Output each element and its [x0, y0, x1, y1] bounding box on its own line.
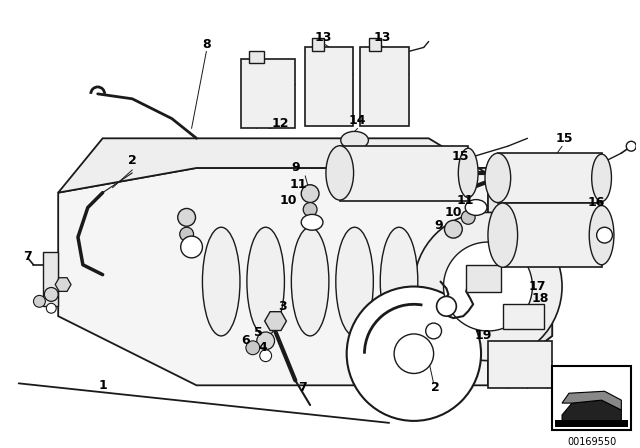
Circle shape: [180, 227, 193, 241]
Ellipse shape: [592, 154, 611, 202]
Bar: [555, 420, 628, 427]
Text: 7: 7: [23, 250, 32, 263]
Circle shape: [414, 212, 562, 361]
Text: 19: 19: [474, 329, 492, 342]
Polygon shape: [265, 312, 287, 331]
Ellipse shape: [326, 146, 353, 200]
Circle shape: [627, 141, 636, 151]
Circle shape: [445, 220, 462, 238]
Text: 8: 8: [202, 38, 211, 51]
Circle shape: [246, 341, 260, 355]
Text: 4: 4: [259, 341, 267, 354]
Bar: [340, 146, 468, 201]
Bar: [360, 47, 409, 126]
Text: 2: 2: [431, 381, 440, 394]
Ellipse shape: [247, 227, 284, 336]
Bar: [369, 38, 381, 52]
Text: 15: 15: [452, 150, 469, 163]
Circle shape: [301, 185, 319, 202]
Bar: [498, 153, 602, 202]
Polygon shape: [58, 138, 552, 212]
Text: 9: 9: [435, 219, 443, 232]
Text: 13: 13: [314, 31, 332, 44]
Bar: [488, 341, 552, 388]
Circle shape: [260, 350, 271, 362]
Polygon shape: [562, 400, 621, 423]
Bar: [503, 304, 544, 329]
Ellipse shape: [488, 203, 518, 267]
Text: 2: 2: [128, 154, 137, 167]
Ellipse shape: [485, 153, 511, 202]
Ellipse shape: [458, 148, 478, 198]
Text: 10: 10: [445, 206, 462, 219]
Circle shape: [596, 227, 612, 243]
Text: 16: 16: [588, 196, 605, 209]
Ellipse shape: [465, 199, 487, 215]
Text: 00169550: 00169550: [567, 437, 616, 447]
Text: 14: 14: [349, 114, 366, 127]
Text: 11: 11: [456, 194, 474, 207]
Polygon shape: [58, 168, 552, 385]
Bar: [466, 265, 501, 293]
Bar: [503, 202, 602, 267]
Circle shape: [426, 323, 442, 339]
Text: 1: 1: [99, 379, 107, 392]
Text: 9: 9: [291, 161, 300, 174]
Bar: [241, 59, 295, 129]
Ellipse shape: [291, 227, 329, 336]
Text: 15: 15: [556, 132, 573, 145]
Text: 11: 11: [289, 178, 307, 191]
Circle shape: [303, 202, 317, 216]
Circle shape: [436, 297, 456, 316]
Circle shape: [46, 303, 56, 313]
Text: 7: 7: [298, 381, 307, 394]
Circle shape: [461, 211, 475, 224]
Bar: [305, 47, 353, 126]
Circle shape: [347, 287, 481, 421]
Circle shape: [44, 288, 58, 302]
Text: 3: 3: [278, 300, 287, 313]
Circle shape: [394, 334, 434, 374]
Text: 6: 6: [241, 334, 250, 347]
Text: 12: 12: [272, 117, 289, 130]
Circle shape: [180, 236, 202, 258]
Text: 5: 5: [254, 327, 263, 340]
Text: 18: 18: [532, 292, 549, 305]
Ellipse shape: [336, 227, 373, 336]
Bar: [249, 52, 264, 63]
Bar: [552, 366, 631, 430]
Bar: [312, 38, 324, 52]
Circle shape: [257, 332, 275, 350]
Text: 17: 17: [529, 280, 546, 293]
Circle shape: [33, 295, 45, 307]
Polygon shape: [488, 168, 552, 385]
Ellipse shape: [589, 206, 614, 265]
Ellipse shape: [202, 227, 240, 336]
Ellipse shape: [340, 131, 369, 149]
Ellipse shape: [380, 227, 418, 336]
Text: 10: 10: [280, 194, 297, 207]
Text: 13: 13: [374, 31, 391, 44]
Polygon shape: [562, 391, 621, 410]
Polygon shape: [44, 252, 58, 306]
Circle shape: [178, 208, 195, 226]
Polygon shape: [55, 278, 71, 291]
Circle shape: [444, 242, 532, 331]
Ellipse shape: [301, 215, 323, 230]
